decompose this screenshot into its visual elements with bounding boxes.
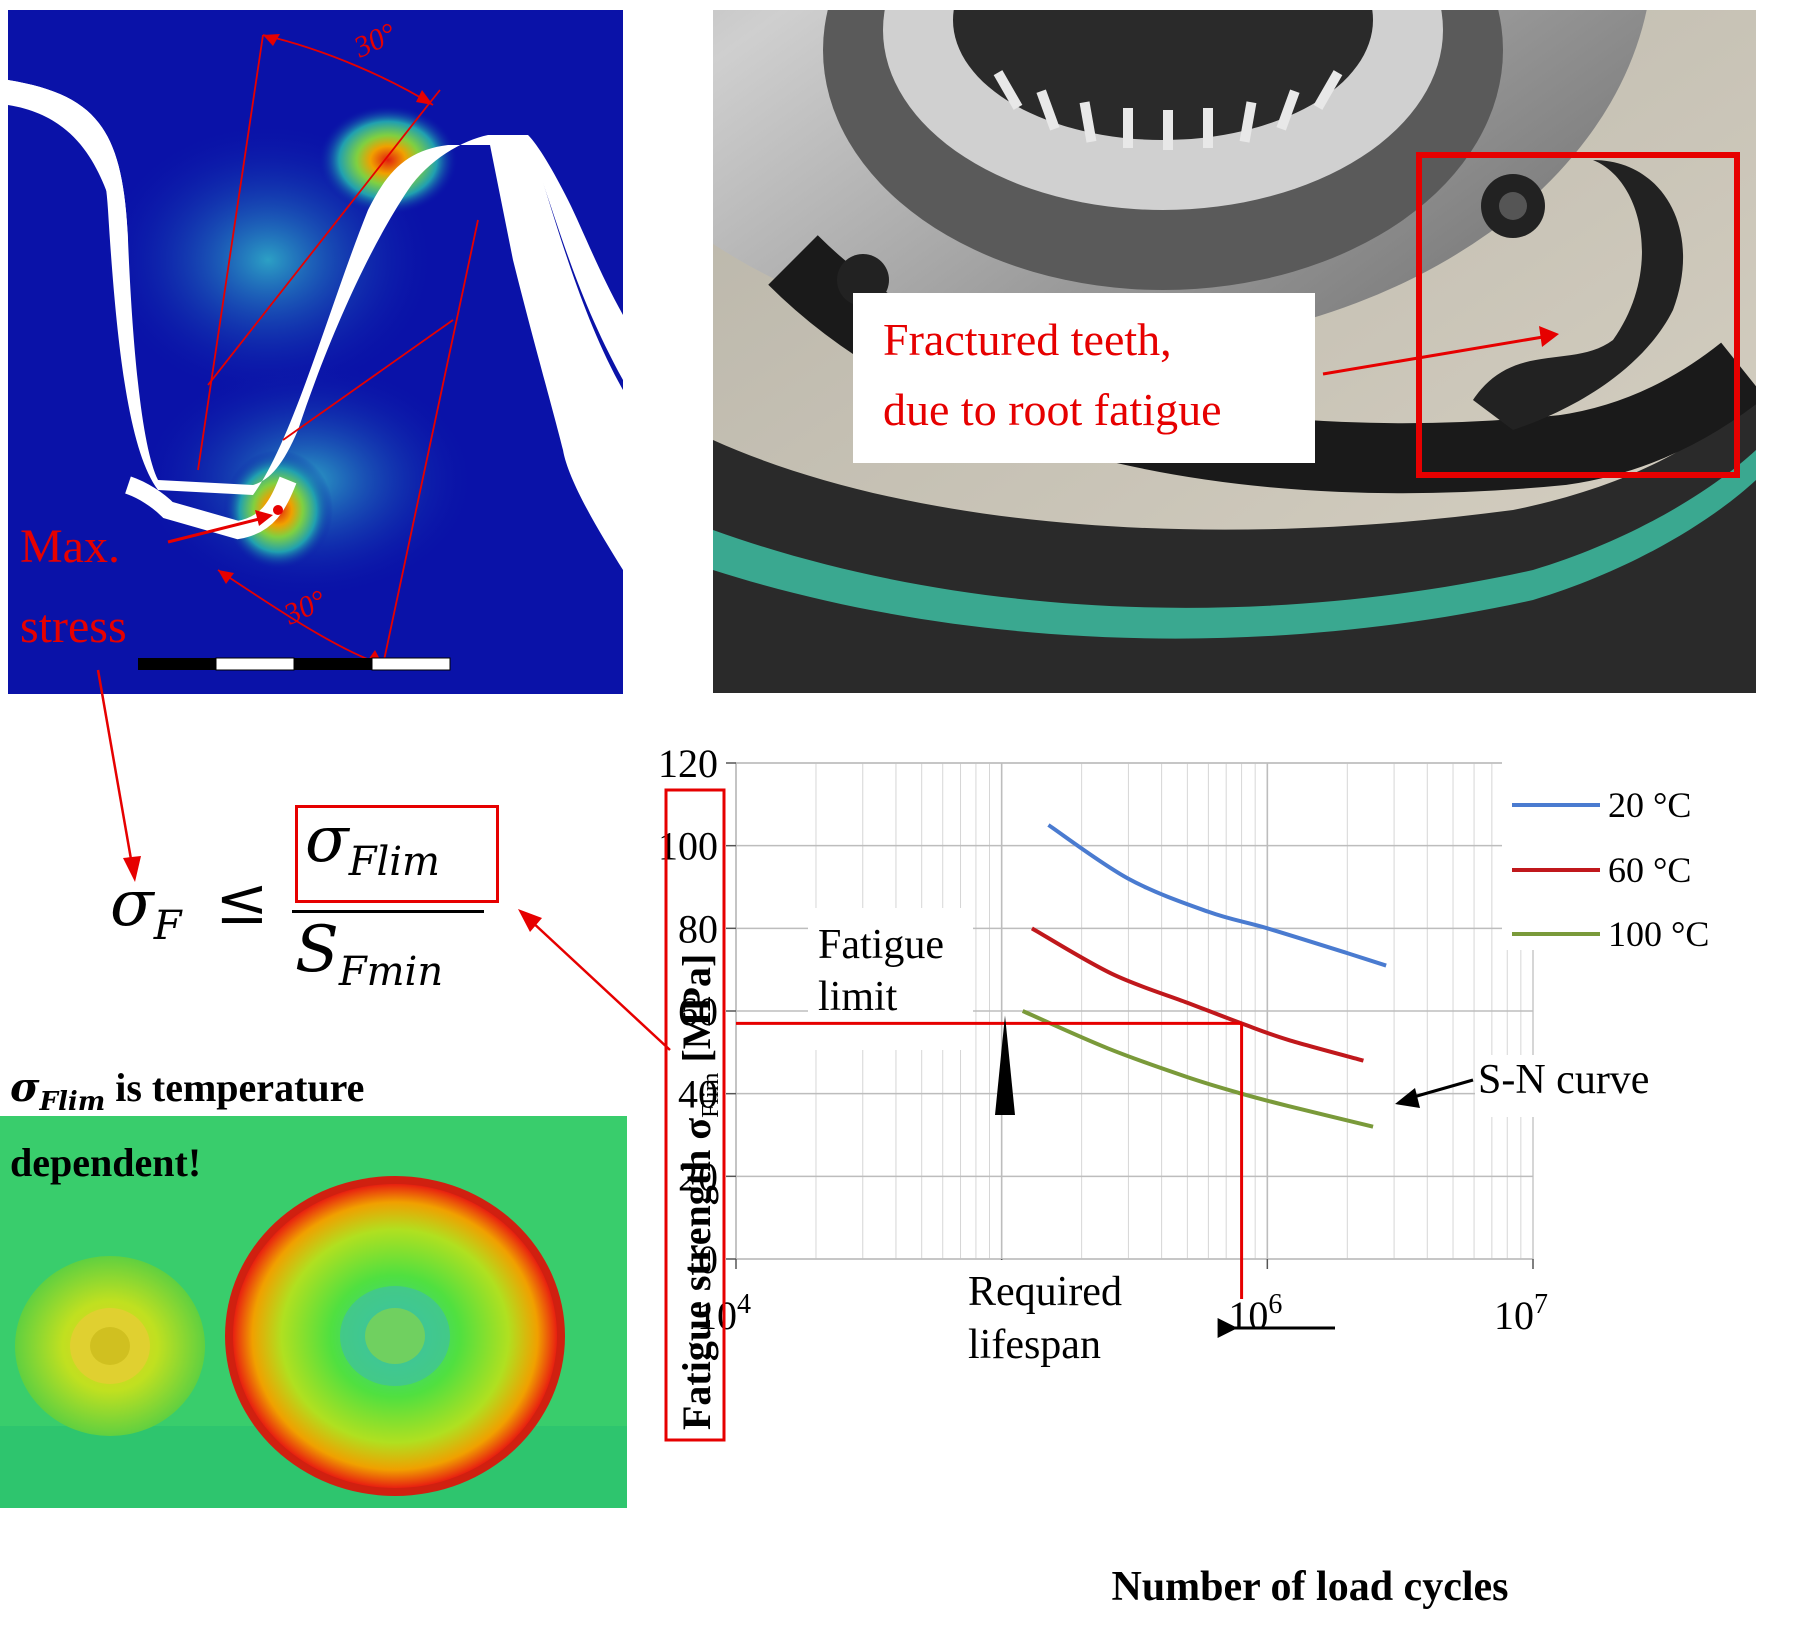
y-axis-label: Fatigue strength σFlim [MPa] xyxy=(674,954,724,1430)
required-lifespan-label-line2: lifespan xyxy=(968,1322,1101,1368)
y-axis-label-box xyxy=(664,788,726,1442)
sn-curve-label: S-N curve xyxy=(1478,1057,1649,1103)
arrow-ylabel-to-formula xyxy=(518,909,671,1051)
formula-numerator-box xyxy=(295,805,499,903)
formula-denominator-sub: Fmin xyxy=(338,948,444,995)
fatigue-limit-label-line2: limit xyxy=(818,974,898,1020)
sn-curve-arrow xyxy=(1409,1078,1474,1100)
temperature-note-line1: σFlim is temperature xyxy=(10,1064,364,1117)
fracture-highlight-box xyxy=(1416,152,1740,478)
reference-lines xyxy=(736,1015,1474,1338)
y-tick-label: 0 xyxy=(698,1237,718,1282)
x-tick-label: 104 xyxy=(697,1289,751,1338)
sn-curve-arrowhead xyxy=(1395,1088,1420,1108)
construction-lines xyxy=(197,34,479,666)
series-line-2 xyxy=(1021,1009,1374,1129)
y-tick-label: 100 xyxy=(658,824,718,869)
x-tick-label: 107 xyxy=(1494,1289,1548,1338)
callout-line1: Fractured teeth, xyxy=(883,314,1172,365)
required-lifespan-arrowhead xyxy=(1217,1318,1238,1338)
x-tick-label: 106 xyxy=(1228,1289,1282,1338)
scale-bar xyxy=(138,657,451,671)
y-tick-label: 40 xyxy=(678,1072,718,1117)
formula-operator: ≤ xyxy=(215,865,269,939)
chart-series xyxy=(1021,823,1387,1129)
max-stress-label-line1: Max. xyxy=(20,520,120,573)
stress-hotspot-top xyxy=(318,105,458,215)
chart-annotations: Fatigue limit S-N curve Required lifespa… xyxy=(808,908,1705,1400)
callout-line2: due to root fatigue xyxy=(883,384,1222,435)
required-lifespan-label-line1: Required xyxy=(968,1269,1122,1315)
y-tick-label: 120 xyxy=(658,741,718,786)
temperature-note-text1: is temperature xyxy=(105,1065,365,1110)
chart-legend: 20 °C 60 °C 100 °C xyxy=(1502,760,1762,954)
y-tick-labels: 0 20 40 60 80 100 120 xyxy=(658,741,718,1282)
legend-label-60c: 60 °C xyxy=(1608,850,1691,890)
fatigue-limit-arrowhead xyxy=(995,1015,1015,1115)
fea-stress-plot: 30° 30° Max. stress xyxy=(8,10,623,694)
gearbox-photo: Fractured teeth, due to root fatigue xyxy=(713,10,1756,693)
arrow-to-formula xyxy=(96,669,141,882)
series-line-0 xyxy=(1047,823,1387,968)
temperature-note-sigma-sub: Flim xyxy=(39,1087,106,1117)
formula-lhs-sub: F xyxy=(153,902,182,949)
formula-numerator-sub: Flim xyxy=(348,838,440,885)
callout-box xyxy=(853,293,1315,463)
thermal-gear-image: dependent! xyxy=(0,1116,627,1508)
legend-label-100c: 100 °C xyxy=(1608,914,1709,954)
x-axis-label: Number of load cycles xyxy=(1111,1564,1508,1610)
temperature-note-line2: dependent! xyxy=(10,1140,201,1185)
strength-condition-formula: σF ≤ σFlim SFmin xyxy=(100,803,520,1025)
legend-label-20c: 20 °C xyxy=(1608,785,1691,825)
green-seal xyxy=(713,450,1756,639)
temperature-note-sigma: σ xyxy=(10,1064,40,1111)
formula-denominator: S xyxy=(295,913,339,987)
formula-lhs: σ xyxy=(110,867,154,941)
y-tick-label: 20 xyxy=(678,1154,718,1199)
y-axis-label-group: Fatigue strength σFlim [MPa] xyxy=(664,788,726,1442)
formula-numerator: σ xyxy=(305,803,349,877)
y-tick-label: 80 xyxy=(678,906,718,951)
fraction-bar xyxy=(292,910,484,913)
max-stress-point xyxy=(273,505,283,515)
fatigue-limit-label-line1: Fatigue xyxy=(818,922,944,968)
series-line-1 xyxy=(1030,926,1364,1063)
y-tick-label: 60 xyxy=(678,989,718,1034)
max-stress-label-line2: stress xyxy=(20,600,127,653)
